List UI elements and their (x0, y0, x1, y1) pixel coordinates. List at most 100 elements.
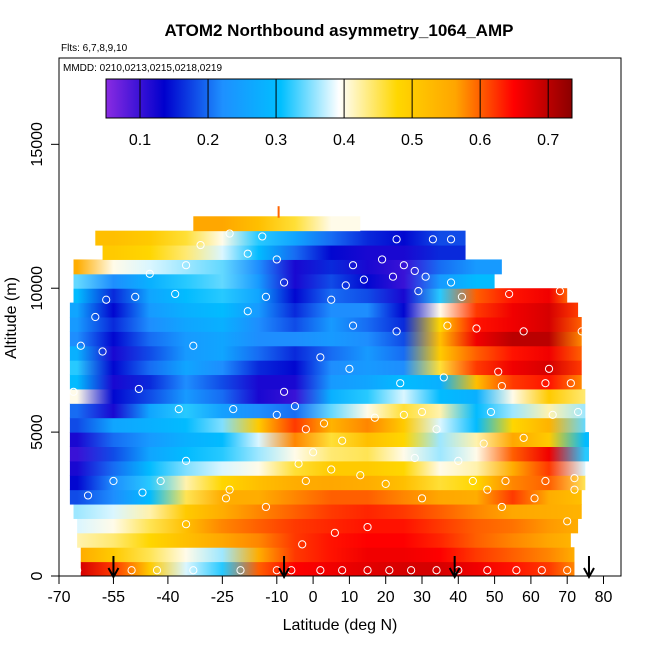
heatmap-row (69, 374, 582, 390)
sample-point (221, 494, 231, 503)
dates-label: MMDD: 0210,0213,0215,0218,0219 (63, 63, 222, 74)
sample-point (468, 476, 477, 486)
sample-point (439, 373, 448, 382)
sample-point (301, 425, 310, 434)
colorbar-tick-label: 0.5 (401, 132, 423, 149)
sample-point (399, 410, 408, 419)
sample-point (446, 235, 456, 244)
sample-point (345, 364, 354, 373)
y-tick-label: 10000 (29, 266, 46, 311)
heatmap-row (69, 403, 586, 419)
sample-point (341, 281, 350, 290)
heatmap-row (69, 388, 586, 404)
sample-point (570, 485, 579, 494)
sample-point (388, 272, 398, 281)
sample-point (258, 232, 267, 241)
sample-point (392, 327, 401, 336)
sample-point (196, 240, 205, 250)
sample-point (432, 425, 441, 434)
sample-point (541, 379, 550, 388)
sample-point (563, 566, 572, 575)
sample-point (519, 433, 528, 442)
y-tick-label: 5000 (29, 414, 46, 450)
sample-point (381, 479, 390, 489)
sample-point (454, 456, 463, 465)
sample-point (432, 566, 441, 575)
sample-point (544, 364, 554, 373)
sample-point (363, 566, 372, 575)
sample-point (486, 407, 496, 417)
sample-point (356, 471, 365, 480)
plot-frame (58, 57, 622, 577)
x-axis-label: Latitude (deg N) (283, 617, 398, 634)
sample-point (91, 312, 100, 322)
sample-point (483, 485, 492, 494)
sample-point (519, 327, 528, 336)
sample-point (152, 566, 162, 575)
sample-point (421, 272, 430, 281)
heatmap-row (102, 245, 466, 260)
sample-point (338, 566, 347, 575)
colorbar-tick-label: 0.1 (129, 132, 151, 149)
heatmap-row (69, 360, 582, 376)
sample-point (225, 229, 234, 238)
sample-point (181, 456, 191, 465)
sample-point (483, 566, 492, 575)
sample-point (189, 566, 198, 575)
sample-point (156, 476, 165, 486)
sample-point (298, 540, 307, 549)
colorbar-tick-label: 0.3 (265, 132, 287, 149)
sample-point (399, 261, 408, 270)
sample-point (225, 485, 234, 494)
sample-point (229, 404, 238, 414)
sample-point (272, 410, 281, 419)
sample-point (109, 476, 118, 486)
sample-point (127, 566, 136, 575)
sample-point (134, 384, 143, 394)
heatmap-row (80, 561, 575, 577)
sample-point (83, 491, 93, 500)
heatmap-row (73, 259, 502, 275)
sample-point (243, 249, 252, 258)
sample-point (570, 474, 579, 483)
y-axis: 0 5000 10000 15000 (29, 122, 59, 580)
colorbar-tick-label: 0.2 (197, 132, 219, 149)
sample-point (417, 494, 427, 503)
sample-point (479, 439, 488, 448)
sample-point (573, 407, 583, 417)
sample-point (327, 465, 336, 474)
sample-point (505, 289, 514, 299)
sample-point (494, 367, 503, 376)
sample-point (174, 404, 183, 414)
heatmap-layer (69, 216, 589, 577)
sample-point (497, 381, 506, 391)
sample-point (330, 528, 339, 537)
sample-point (73, 566, 82, 575)
x-tick-label: -40 (156, 589, 179, 606)
sample-point (131, 292, 140, 301)
x-tick-label: 30 (413, 589, 431, 606)
sample-point (417, 407, 427, 417)
sample-point (279, 278, 289, 287)
x-tick-label: -55 (102, 589, 125, 606)
x-tick-label: 60 (522, 589, 540, 606)
sample-points-layer (69, 206, 608, 575)
heatmap-row (77, 518, 579, 534)
sample-point (338, 436, 347, 445)
heatmap-row (69, 302, 579, 318)
sample-point (279, 387, 289, 396)
x-tick-label: -70 (47, 589, 70, 606)
y-axis-label: Altitude (m) (3, 277, 20, 359)
flight-arrows-layer (107, 556, 595, 580)
sample-point (359, 275, 369, 284)
sample-point (98, 347, 107, 356)
sample-point (236, 566, 245, 575)
sample-point (181, 520, 191, 529)
sample-point (294, 459, 303, 468)
colorbar-tick-label: 0.7 (537, 132, 559, 149)
sample-point (138, 488, 147, 497)
sample-point (348, 321, 358, 330)
sample-point (348, 261, 358, 270)
sample-point (512, 566, 521, 575)
sample-point (272, 255, 281, 264)
